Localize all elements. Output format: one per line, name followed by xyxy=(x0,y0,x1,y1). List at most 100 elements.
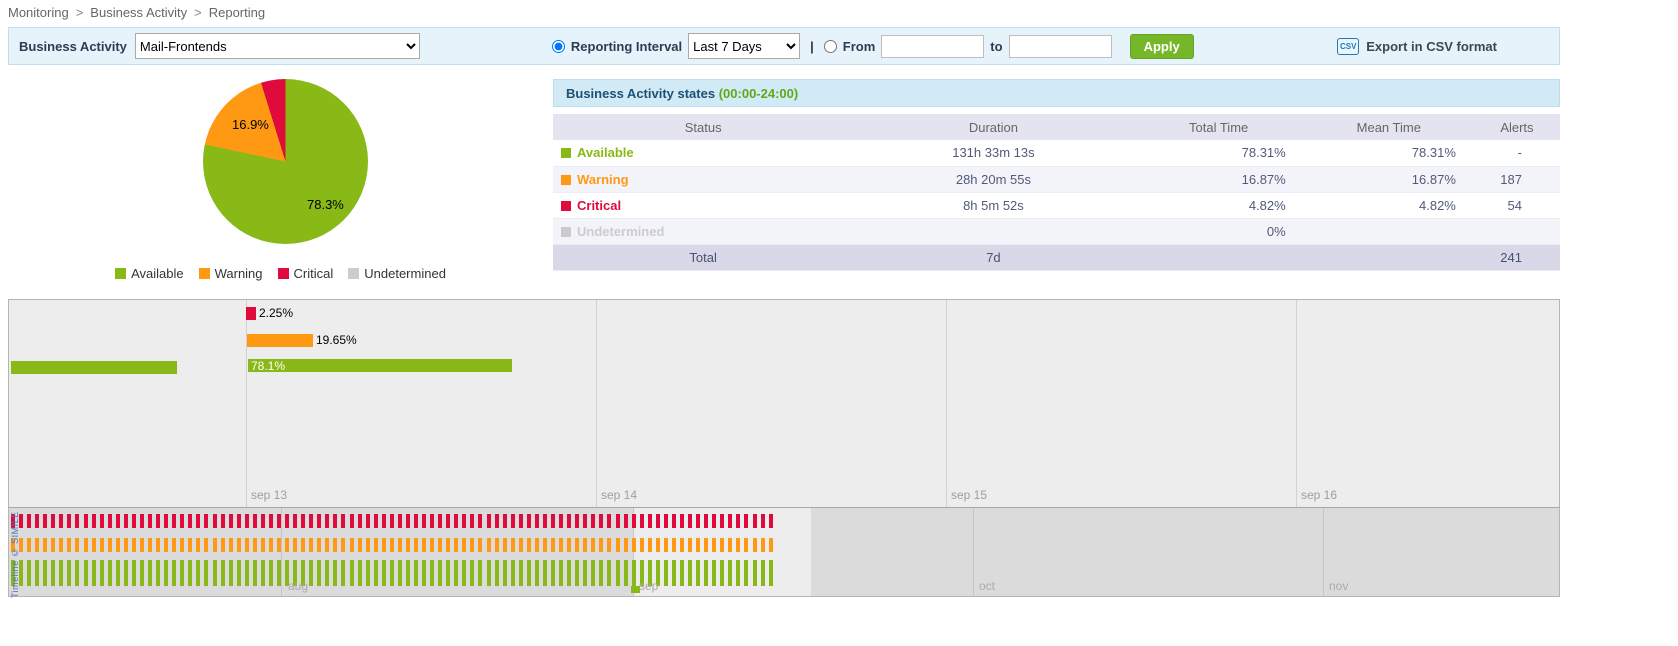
business-activity-label: Business Activity xyxy=(19,39,127,54)
table-row-total: Total 7d 241 xyxy=(553,244,1560,270)
total-time-cell: 16.87% xyxy=(1134,166,1304,192)
separator-pipe: | xyxy=(810,39,814,54)
breadcrumb-separator: > xyxy=(194,5,202,20)
legend-label: Undetermined xyxy=(364,266,446,281)
alerts-cell: 54 xyxy=(1474,192,1560,218)
total-mean-time-cell xyxy=(1304,244,1474,270)
table-row-available: Available 131h 33m 13s 78.31% 78.31% - xyxy=(553,140,1560,166)
legend-label: Available xyxy=(131,266,184,281)
table-row-critical: Critical 8h 5m 52s 4.82% 4.82% 54 xyxy=(553,192,1560,218)
overview-ticks xyxy=(9,508,1559,596)
col-total-time: Total Time xyxy=(1134,114,1304,140)
total-time-cell: 4.82% xyxy=(1134,192,1304,218)
table-row-undetermined: Undetermined 0% xyxy=(553,218,1560,244)
duration-cell: 8h 5m 52s xyxy=(853,192,1133,218)
pie-legend: Available Warning Critical Undetermined xyxy=(8,266,553,281)
timeline-gridline xyxy=(1296,300,1297,507)
overview-month-label: oct xyxy=(979,579,995,593)
total-total-time-cell xyxy=(1134,244,1304,270)
custom-range-radio[interactable] xyxy=(824,40,837,53)
csv-icon: CSV xyxy=(1337,38,1359,55)
to-label: to xyxy=(990,39,1002,54)
status-swatch xyxy=(561,201,571,211)
reporting-interval-select[interactable]: Last 7 Days xyxy=(688,33,800,59)
col-mean-time: Mean Time xyxy=(1304,114,1474,140)
legend-swatch-critical xyxy=(278,268,289,279)
timeline-bar-critical xyxy=(246,307,256,320)
timeline-gridline xyxy=(596,300,597,507)
legend-label: Critical xyxy=(294,266,334,281)
col-alerts: Alerts xyxy=(1474,114,1560,140)
timeline-bar-label-available: 78.1% xyxy=(251,359,285,373)
breadcrumb: Monitoring>Business Activity>Reporting xyxy=(0,0,1678,24)
pie-chart xyxy=(203,79,368,244)
pie-panel: 16.9% 78.3% Available Warning Critical U… xyxy=(8,71,553,293)
timeline-main-band[interactable]: 2.25% 19.65% 78.1% sep 13 sep 14 sep 15 … xyxy=(9,300,1559,508)
breadcrumb-business-activity[interactable]: Business Activity xyxy=(90,5,187,20)
status-swatch xyxy=(561,148,571,158)
legend-item-critical: Critical xyxy=(278,266,334,281)
status-label: Undetermined xyxy=(577,224,664,239)
alerts-cell: 187 xyxy=(1474,166,1560,192)
duration-cell: 28h 20m 55s xyxy=(853,166,1133,192)
alerts-cell xyxy=(1474,218,1560,244)
overview-month-label: nov xyxy=(1329,579,1348,593)
export-csv-link[interactable]: CSV Export in CSV format xyxy=(1337,38,1497,55)
timeline-gridline xyxy=(246,300,247,507)
legend-item-warning: Warning xyxy=(199,266,263,281)
status-swatch xyxy=(561,227,571,237)
legend-swatch-warning xyxy=(199,268,210,279)
breadcrumb-monitoring[interactable]: Monitoring xyxy=(8,5,69,20)
business-activity-select[interactable]: Mail-Frontends xyxy=(135,33,420,59)
timeline-bar-warning xyxy=(247,334,313,347)
reporting-interval-label: Reporting Interval xyxy=(571,39,682,54)
overview-month-label: sep xyxy=(639,579,658,593)
interval-group: Reporting Interval Last 7 Days | From to… xyxy=(552,33,1194,59)
status-label: Warning xyxy=(577,172,629,187)
duration-cell: 131h 33m 13s xyxy=(853,140,1133,166)
total-time-cell: 78.31% xyxy=(1134,140,1304,166)
apply-button[interactable]: Apply xyxy=(1130,34,1194,59)
timeline-bar-previous-available xyxy=(11,361,177,374)
total-alerts-cell: 241 xyxy=(1474,244,1560,270)
pie-label-warning: 16.9% xyxy=(232,117,269,132)
timeline-widget: 2.25% 19.65% 78.1% sep 13 sep 14 sep 15 … xyxy=(8,299,1560,597)
reporting-interval-radio[interactable] xyxy=(552,40,565,53)
report-summary-row: 16.9% 78.3% Available Warning Critical U… xyxy=(8,71,1560,293)
mean-time-cell: 78.31% xyxy=(1304,140,1474,166)
alerts-cell: - xyxy=(1474,140,1560,166)
states-table: Status Duration Total Time Mean Time Ale… xyxy=(553,114,1560,271)
filter-toolbar: Business Activity Mail-Frontends Reporti… xyxy=(8,27,1560,65)
overview-month-label: aug xyxy=(288,579,308,593)
col-duration: Duration xyxy=(853,114,1133,140)
total-duration-cell: 7d xyxy=(853,244,1133,270)
timeline-credit: Timeline © SIMILE xyxy=(10,510,20,598)
legend-swatch-undetermined xyxy=(348,268,359,279)
states-table-title-time: (00:00-24:00) xyxy=(719,86,799,101)
mean-time-cell xyxy=(1304,218,1474,244)
states-table-title-text: Business Activity states xyxy=(566,86,715,101)
timeline-date-label: sep 15 xyxy=(951,488,987,502)
from-date-input[interactable] xyxy=(881,35,984,58)
timeline-bar-label-critical: 2.25% xyxy=(259,306,293,320)
timeline-bar-available xyxy=(248,359,512,372)
legend-item-undetermined: Undetermined xyxy=(348,266,446,281)
to-date-input[interactable] xyxy=(1009,35,1112,58)
timeline-date-label: sep 13 xyxy=(251,488,287,502)
status-label: Critical xyxy=(577,198,621,213)
export-csv-label: Export in CSV format xyxy=(1366,39,1497,54)
states-table-header-row: Status Duration Total Time Mean Time Ale… xyxy=(553,114,1560,140)
total-label-cell: Total xyxy=(553,244,853,270)
status-label: Available xyxy=(577,145,634,160)
mean-time-cell: 16.87% xyxy=(1304,166,1474,192)
breadcrumb-reporting[interactable]: Reporting xyxy=(209,5,265,20)
states-table-panel: Business Activity states (00:00-24:00) S… xyxy=(553,79,1560,293)
status-swatch xyxy=(561,175,571,185)
duration-cell xyxy=(853,218,1133,244)
states-table-title: Business Activity states (00:00-24:00) xyxy=(553,79,1560,107)
timeline-overview-band[interactable]: aug sep oct nov xyxy=(9,508,1559,596)
legend-label: Warning xyxy=(215,266,263,281)
legend-swatch-available xyxy=(115,268,126,279)
total-time-cell: 0% xyxy=(1134,218,1304,244)
col-status: Status xyxy=(553,114,853,140)
